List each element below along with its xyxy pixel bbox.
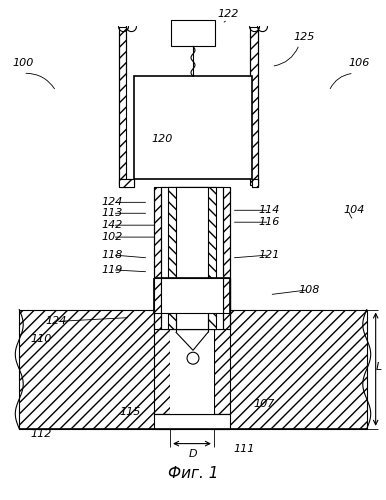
Text: 125: 125 bbox=[293, 32, 315, 42]
Text: 124: 124 bbox=[102, 198, 123, 207]
Bar bbox=[252, 178, 257, 188]
Text: Фиг. 1: Фиг. 1 bbox=[168, 466, 218, 481]
Text: 122: 122 bbox=[217, 8, 239, 18]
Text: 115: 115 bbox=[120, 407, 141, 417]
Text: 102: 102 bbox=[102, 232, 123, 242]
Bar bbox=[161, 278, 223, 312]
Text: 124: 124 bbox=[45, 316, 67, 326]
Text: 119: 119 bbox=[102, 265, 123, 275]
Bar bbox=[171, 20, 215, 46]
Text: 112: 112 bbox=[30, 428, 52, 438]
Bar bbox=[211, 310, 367, 428]
Bar bbox=[168, 188, 216, 330]
Bar bbox=[250, 26, 257, 186]
Text: 104: 104 bbox=[343, 206, 364, 216]
Text: L: L bbox=[376, 362, 382, 372]
Text: 111: 111 bbox=[234, 444, 255, 454]
Text: 142: 142 bbox=[102, 220, 123, 230]
Text: 108: 108 bbox=[298, 284, 320, 294]
Bar bbox=[176, 188, 208, 330]
Text: 121: 121 bbox=[259, 250, 280, 260]
Text: 106: 106 bbox=[348, 58, 369, 68]
Bar bbox=[19, 310, 175, 428]
Text: 110: 110 bbox=[30, 334, 52, 344]
Text: 114: 114 bbox=[259, 206, 280, 216]
Text: 118: 118 bbox=[102, 250, 123, 260]
Text: D: D bbox=[189, 448, 197, 458]
Circle shape bbox=[187, 352, 199, 364]
Bar bbox=[154, 414, 230, 428]
Bar bbox=[119, 178, 134, 188]
Bar bbox=[214, 310, 230, 414]
Bar bbox=[119, 26, 127, 186]
Bar bbox=[170, 310, 214, 414]
Bar bbox=[134, 76, 252, 178]
Text: 116: 116 bbox=[259, 217, 280, 227]
Text: 107: 107 bbox=[254, 399, 275, 409]
Text: 120: 120 bbox=[152, 134, 173, 144]
Bar bbox=[154, 278, 161, 312]
Bar bbox=[119, 178, 134, 188]
Bar bbox=[223, 278, 230, 312]
Text: 100: 100 bbox=[12, 58, 34, 68]
Bar bbox=[252, 178, 257, 188]
Bar bbox=[161, 188, 223, 330]
Text: 113: 113 bbox=[102, 208, 123, 218]
Bar bbox=[154, 188, 230, 330]
Bar bbox=[154, 310, 170, 414]
